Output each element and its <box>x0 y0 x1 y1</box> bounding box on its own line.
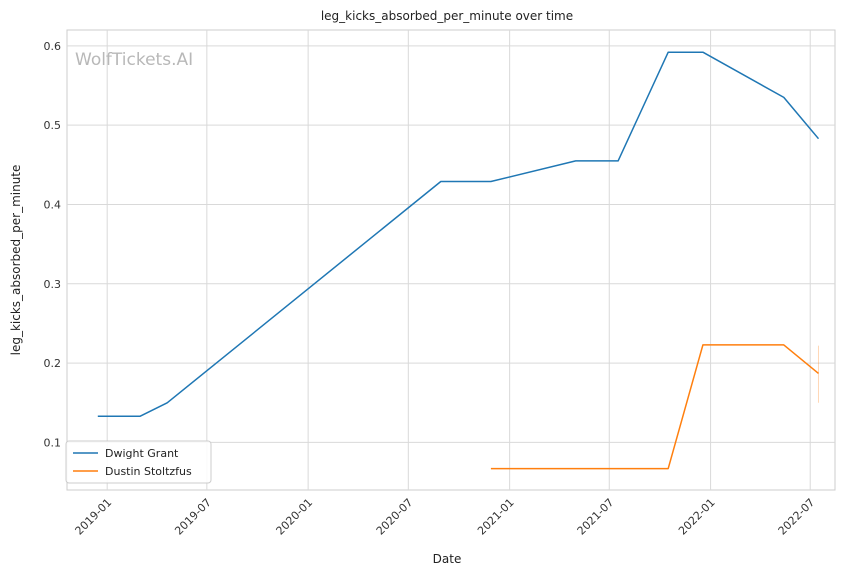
x-tick-label: 2022-01 <box>676 496 718 538</box>
x-tick-label: 2020-07 <box>374 496 416 538</box>
y-tick-label: 0.1 <box>44 436 62 449</box>
x-tick-label: 2020-01 <box>274 496 316 538</box>
series-line-dustin-stoltzfus <box>490 344 819 470</box>
x-tick-label: 2019-07 <box>172 496 214 538</box>
series-line-dwight-grant <box>97 51 820 417</box>
legend: Dwight Grant Dustin Stoltzfus <box>65 440 212 484</box>
x-tick-label: 2021-07 <box>575 496 617 538</box>
plot-area <box>66 29 836 491</box>
series-layer <box>97 51 820 470</box>
y-tick-label: 0.2 <box>44 357 62 370</box>
y-axis-label: leg_kicks_absorbed_per_minute <box>9 165 23 356</box>
chart-title: leg_kicks_absorbed_per_minute over time <box>321 9 573 23</box>
grid <box>67 30 835 490</box>
x-axis-label: Date <box>433 552 462 566</box>
watermark: WolfTickets.AI <box>75 50 193 70</box>
x-tick-labels: 2019-01 2019-07 2020-01 2020-07 2021-01 2021-… <box>73 496 818 538</box>
legend-box <box>65 440 212 484</box>
legend-label-dustin-stoltzfus: Dustin Stoltzfus <box>105 465 192 478</box>
y-tick-label: 0.6 <box>44 40 62 53</box>
legend-label-dwight-grant: Dwight Grant <box>105 447 179 460</box>
y-tick-label: 0.3 <box>44 278 62 291</box>
y-tick-label: 0.4 <box>44 198 62 211</box>
x-tick-label: 2022-07 <box>776 496 818 538</box>
y-tick-labels: 0.1 0.2 0.3 0.4 0.5 0.6 <box>44 40 62 450</box>
y-tick-label: 0.5 <box>44 119 62 132</box>
x-tick-label: 2019-01 <box>73 496 115 538</box>
x-tick-label: 2021-01 <box>475 496 517 538</box>
